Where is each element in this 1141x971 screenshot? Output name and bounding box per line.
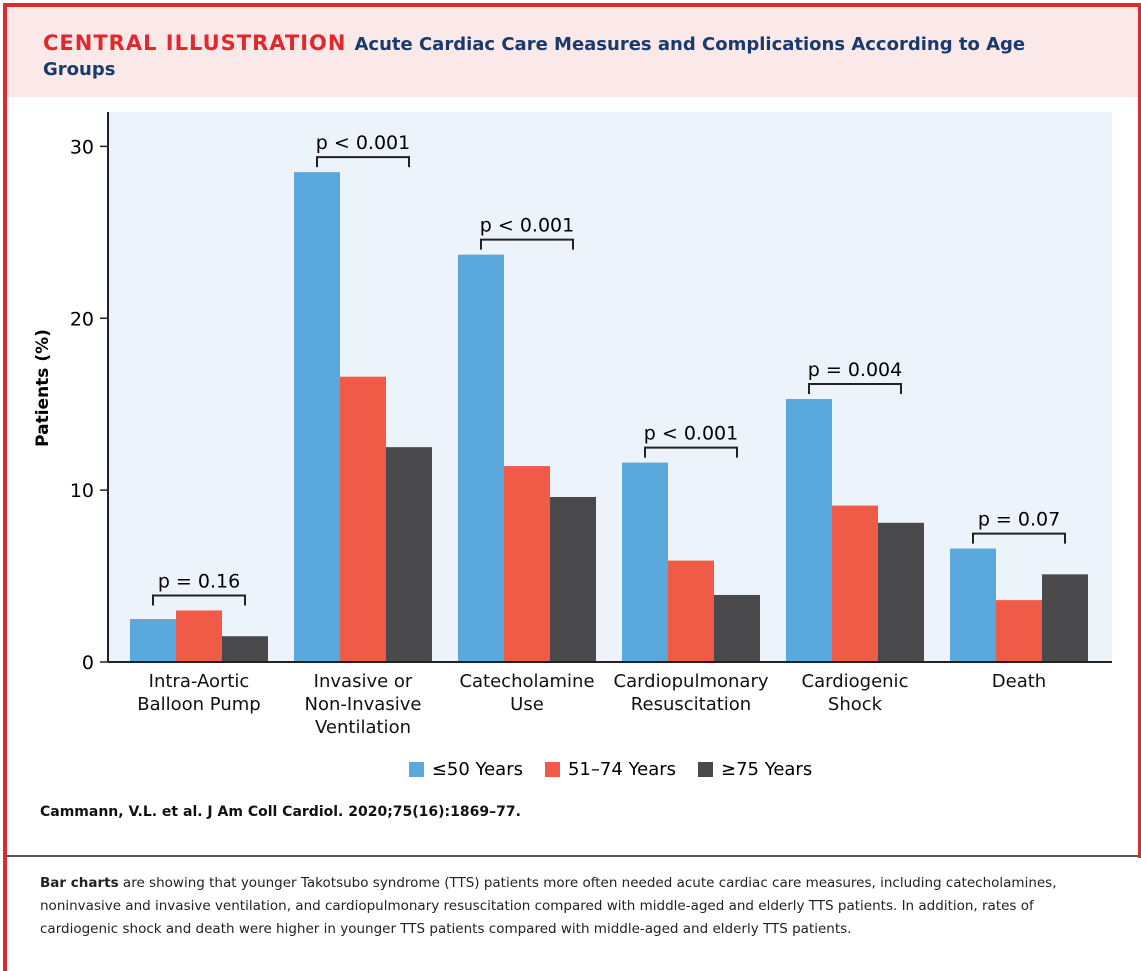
- separator: [7, 855, 1138, 857]
- bracket: [644, 446, 738, 458]
- bracket: [316, 156, 410, 168]
- x-tick-label: Cardiopulmonary Resuscitation: [613, 671, 769, 715]
- legend-item: ≥75 Years: [698, 759, 812, 780]
- bar: [786, 399, 832, 662]
- title: CENTRAL ILLUSTRATION Acute Cardiac Care M…: [43, 31, 1043, 82]
- bar: [622, 462, 668, 662]
- legend-label: ≤50 Years: [431, 759, 523, 780]
- y-tick-label: 20: [70, 308, 94, 330]
- y-axis-label: Patients (%): [33, 329, 53, 447]
- x-tick-label: Invasive or Non-Invasive Ventilation: [304, 671, 422, 738]
- bar: [832, 505, 878, 662]
- p-value: p < 0.001: [644, 423, 738, 445]
- frame-line: [3, 850, 7, 971]
- y-tick-label: 10: [70, 480, 94, 502]
- x-tick-label: Intra-Aortic Balloon Pump: [137, 671, 261, 715]
- legend-label: ≥75 Years: [721, 759, 813, 780]
- legend-swatch: [544, 762, 560, 777]
- legend-swatch: [698, 762, 714, 777]
- bar: [458, 254, 504, 662]
- x-tick-label: Cardiogenic Shock: [801, 671, 909, 715]
- bar: [550, 497, 596, 662]
- title-label: CENTRAL ILLUSTRATION: [43, 31, 347, 55]
- frame: [3, 3, 1141, 858]
- p-value: p = 0.07: [978, 509, 1060, 531]
- p-value: p = 0.004: [808, 359, 902, 381]
- bar: [1042, 574, 1088, 662]
- bar: [222, 636, 268, 662]
- bar: [996, 600, 1042, 662]
- caption-text: are showing that younger Takotsubo syndr…: [40, 875, 1057, 937]
- x-tick-label: Catecholamine Use: [459, 671, 595, 715]
- bar: [504, 466, 550, 662]
- legend-swatch: [408, 762, 424, 777]
- bracket: [480, 238, 574, 250]
- caption-bold: Bar charts: [40, 875, 119, 891]
- bar: [878, 522, 924, 662]
- x-tick-label: Death: [991, 671, 1047, 692]
- bracket: [152, 594, 246, 606]
- bar: [714, 594, 760, 662]
- title-text: Acute Cardiac Care Measures and Complica…: [43, 34, 1026, 80]
- source: Cammann, V.L. et al. J Am Coll Cardiol. …: [40, 804, 521, 820]
- plot-background: [108, 112, 1112, 662]
- legend: ≤50 Years 51–74 Years ≥75 Years: [0, 759, 1141, 780]
- bar: [294, 172, 340, 662]
- chart: Patients (%) 0 10 20 30 p = 0.16 p < 0.001 p <…: [33, 112, 1112, 674]
- caption: Bar charts are showing that younger Tako…: [40, 872, 1110, 941]
- legend-item: 51–74 Years: [544, 759, 677, 780]
- legend-label: 51–74 Years: [567, 759, 677, 780]
- header: CENTRAL ILLUSTRATION Acute Cardiac Care M…: [7, 7, 1138, 97]
- bar: [176, 610, 222, 662]
- bracket: [972, 532, 1066, 544]
- y-tick-label: 30: [70, 136, 94, 158]
- p-value: p = 0.16: [158, 570, 240, 592]
- bar: [668, 560, 714, 662]
- bar: [340, 376, 386, 662]
- bracket: [808, 383, 902, 395]
- y-tick-label: 0: [82, 652, 94, 674]
- bar: [386, 447, 432, 662]
- bar: [950, 548, 996, 662]
- p-value: p < 0.001: [480, 215, 574, 237]
- bar: [130, 619, 176, 662]
- legend-item: ≤50 Years: [408, 759, 523, 780]
- p-value: p < 0.001: [316, 132, 410, 154]
